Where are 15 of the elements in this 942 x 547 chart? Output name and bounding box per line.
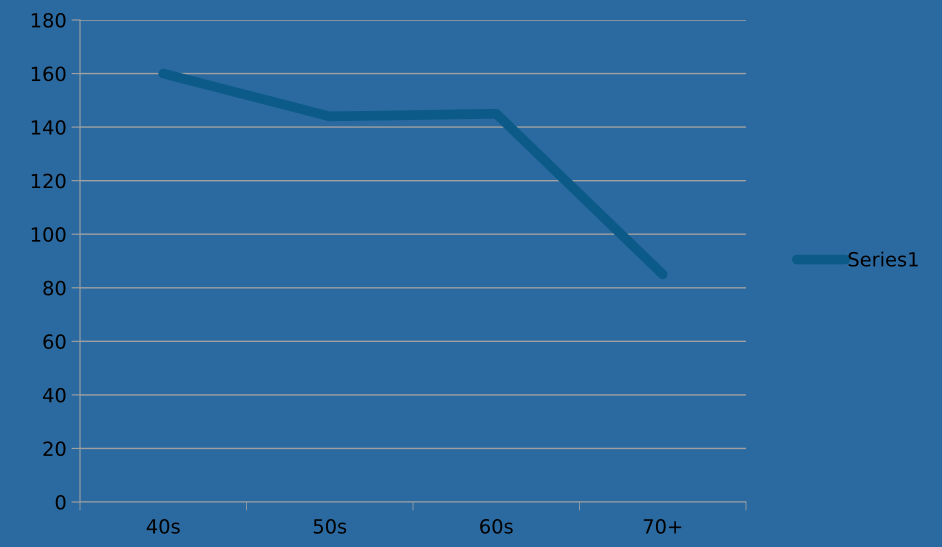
legend-label: Series1: [848, 252, 918, 267]
y-tick-label: 60: [43, 334, 66, 349]
y-tick-label: 160: [32, 66, 66, 82]
y-tick-label: 20: [43, 441, 66, 456]
y-tick-label: 40: [43, 388, 66, 403]
x-tick-label: 70+: [644, 519, 682, 534]
x-tick-label: 40s: [146, 519, 180, 534]
y-tick-label: 0: [56, 494, 66, 510]
x-tick-label: 50s: [314, 519, 346, 534]
y-tick-label: 80: [43, 280, 66, 296]
y-tick-label: 120: [32, 174, 66, 188]
y-tick-label: 180: [32, 12, 66, 28]
y-tick-label: 140: [32, 120, 66, 135]
x-tick-label: 60s: [480, 519, 513, 534]
y-tick-label: 100: [32, 227, 66, 242]
